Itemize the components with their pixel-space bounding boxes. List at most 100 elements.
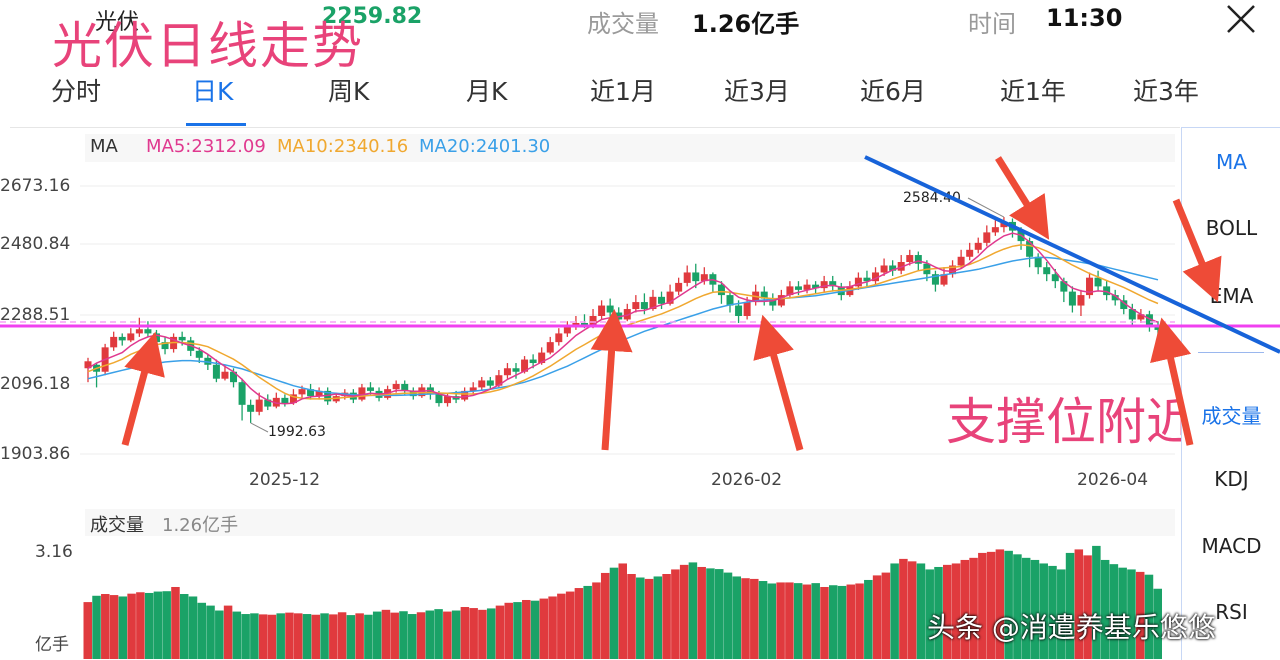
volume-bar — [109, 595, 119, 659]
candle — [110, 331, 118, 351]
volume-bar — [688, 562, 698, 659]
volume-bar — [206, 605, 215, 659]
volume-bar — [1083, 555, 1092, 659]
volume-bar — [899, 558, 908, 659]
volume-bar — [179, 594, 189, 659]
candlestick-chart[interactable] — [0, 160, 1280, 470]
volume-bar — [522, 599, 531, 659]
volume-bar — [92, 595, 101, 659]
ma-legend — [85, 134, 1175, 162]
tab-month-k[interactable]: 月K — [466, 77, 508, 106]
candle — [803, 279, 811, 294]
tab-fenshi[interactable]: 分时 — [51, 77, 102, 106]
volume-bar — [627, 573, 636, 659]
volume-bar — [1021, 557, 1031, 659]
stock-name: 光伏 — [95, 10, 140, 35]
volume-bar — [732, 576, 742, 659]
volume-bar — [846, 584, 856, 659]
candle — [563, 321, 571, 337]
volume-value: 1.26亿手 — [692, 10, 800, 38]
volume-bar — [925, 569, 934, 659]
volume-bar — [1013, 554, 1022, 659]
indicator-rsi[interactable]: RSI — [1215, 600, 1248, 624]
candle — [760, 286, 768, 306]
volume-bar — [592, 582, 601, 659]
volume-bar — [1135, 571, 1145, 659]
volume-bar — [460, 607, 470, 659]
candle — [829, 275, 837, 292]
volume-bar — [828, 585, 838, 659]
candle — [880, 258, 888, 276]
volume-bar — [495, 605, 505, 659]
volume-bar — [285, 612, 294, 659]
volume-bar — [1030, 559, 1040, 659]
tab-1-year[interactable]: 近1年 — [1000, 77, 1066, 106]
volume-bar — [1153, 588, 1162, 659]
candle — [692, 263, 700, 289]
volume-bar — [776, 582, 785, 659]
active-tab-underline — [186, 123, 246, 126]
volume-bar — [337, 612, 347, 659]
candle — [1086, 272, 1094, 299]
candle — [238, 378, 246, 421]
volume-bar — [101, 594, 110, 659]
volume-bar — [583, 585, 592, 659]
volume-label: 成交量 — [587, 10, 659, 38]
volume-bar — [1118, 567, 1127, 659]
candle — [632, 295, 640, 313]
indicator-macd[interactable]: MACD — [1201, 534, 1262, 558]
candle — [974, 237, 982, 254]
candle — [221, 364, 229, 381]
ytick-label: 1903.86 — [0, 444, 71, 464]
volume-bar — [644, 578, 654, 659]
close-icon[interactable] — [1222, 0, 1260, 38]
volume-panel-title: 成交量 — [90, 515, 144, 536]
volume-bar — [548, 596, 557, 659]
volume-bar — [381, 609, 391, 659]
candle — [315, 387, 323, 400]
tab-6-month[interactable]: 近6月 — [860, 77, 926, 106]
ma20-legend: MA20:2401.30 — [419, 136, 551, 157]
volume-bar — [539, 598, 549, 659]
volume-bar — [934, 566, 943, 659]
tab-3-year[interactable]: 近3年 — [1133, 77, 1199, 106]
volume-bar — [978, 552, 987, 659]
time-label: 时间 — [968, 10, 1016, 38]
volume-bar — [565, 591, 575, 659]
indicator-boll[interactable]: BOLL — [1205, 216, 1258, 240]
volume-ytick-unit: 亿手 — [35, 635, 69, 655]
annotation-leader — [967, 197, 1005, 218]
volume-bar — [1004, 550, 1013, 659]
volume-bar — [609, 567, 619, 659]
volume-bar — [1039, 563, 1048, 659]
indicator-ma[interactable]: MA — [1216, 150, 1247, 174]
candle — [264, 394, 272, 411]
arrow-icon — [590, 309, 633, 451]
tab-day-k[interactable]: 日K — [192, 77, 234, 106]
volume-bar — [258, 614, 268, 659]
indicator-kdj[interactable]: KDJ — [1214, 467, 1249, 491]
tab-1-month[interactable]: 近1月 — [590, 77, 656, 106]
candle — [906, 249, 914, 266]
volume-bar — [679, 564, 689, 659]
ma5-legend: MA5:2312.09 — [146, 136, 266, 157]
candle — [161, 336, 169, 355]
volume-bar — [793, 583, 803, 659]
candle — [786, 281, 794, 299]
candle — [1094, 270, 1102, 292]
volume-bar — [136, 592, 145, 659]
indicator-volume[interactable]: 成交量 — [1201, 404, 1262, 428]
volume-bar — [618, 563, 627, 659]
candle — [949, 260, 957, 278]
volume-panel-value: 1.26亿手 — [162, 515, 239, 536]
candle — [1043, 262, 1051, 282]
ytick-label: 2480.84 — [0, 234, 71, 254]
tab-week-k[interactable]: 周K — [328, 77, 370, 106]
tab-3-month[interactable]: 近3月 — [724, 77, 790, 106]
ma-legend-label: MA — [90, 136, 118, 157]
candle — [1077, 289, 1085, 316]
volume-bar — [118, 596, 128, 659]
volume-bar — [837, 585, 847, 659]
current-price: 2259.82 — [322, 4, 423, 29]
volume-bar — [811, 583, 820, 659]
